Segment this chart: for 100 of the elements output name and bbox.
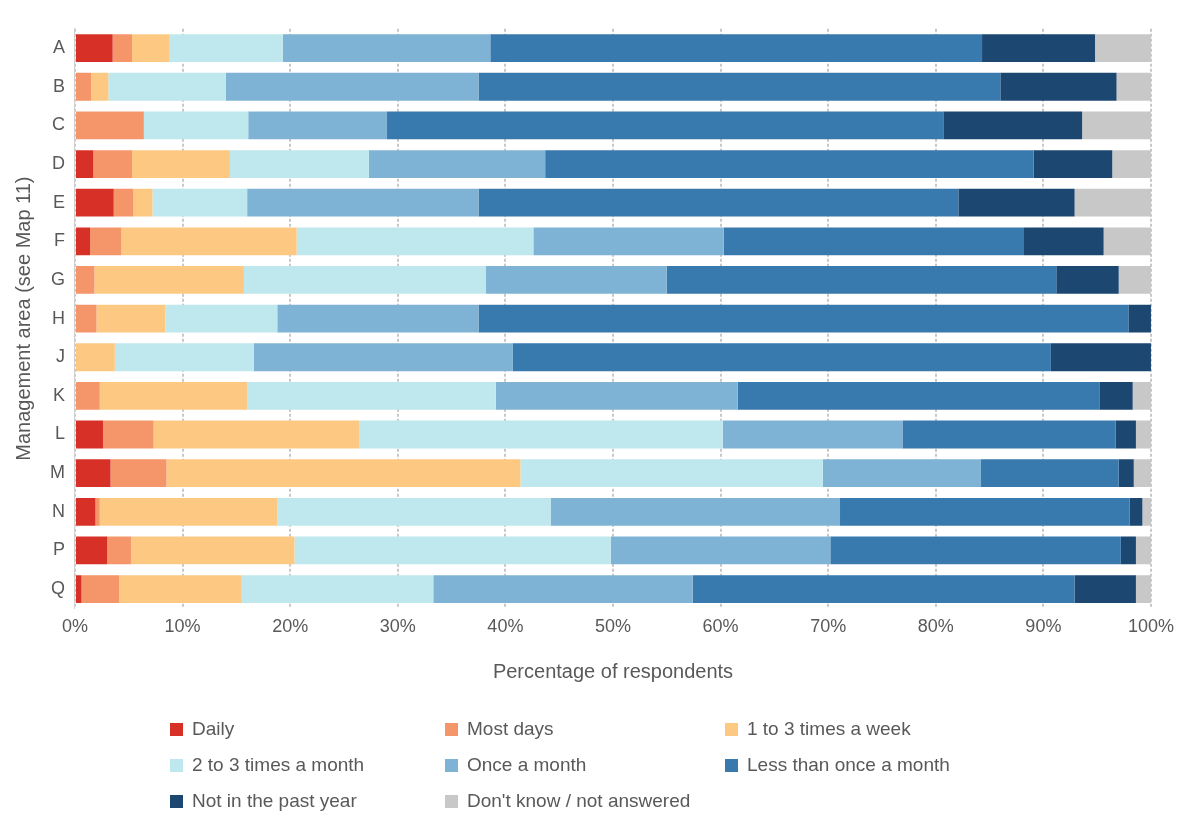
bar — [75, 575, 82, 603]
bar — [225, 72, 479, 101]
legend-label: 2 to 3 times a month — [192, 754, 365, 776]
bar — [75, 72, 92, 101]
bar — [96, 304, 166, 333]
bar — [95, 497, 100, 526]
bar — [75, 343, 115, 372]
y-tick-label: B — [52, 75, 65, 96]
bar — [840, 497, 1130, 526]
bar — [75, 188, 114, 217]
bar — [1000, 72, 1117, 101]
bar — [296, 227, 534, 256]
x-tick-label: 10% — [164, 616, 201, 637]
bar — [902, 420, 1116, 449]
bar — [75, 304, 97, 333]
y-tick-label: N — [51, 500, 65, 521]
bar — [112, 34, 133, 63]
bar — [247, 381, 496, 410]
bar — [81, 575, 120, 603]
y-tick-label: E — [52, 191, 65, 212]
bar — [1128, 304, 1151, 333]
bar — [133, 188, 153, 217]
bar — [153, 420, 360, 449]
bar — [1120, 536, 1136, 565]
y-tick-label: M — [49, 462, 65, 483]
bar — [102, 420, 154, 449]
bar — [75, 459, 111, 488]
bar — [114, 343, 254, 372]
bar — [943, 111, 1083, 140]
bar — [75, 150, 94, 178]
y-tick-label: D — [51, 153, 65, 174]
legend-label: Once a month — [467, 754, 587, 776]
bar — [545, 150, 1034, 178]
bar — [143, 111, 249, 140]
bar — [75, 227, 91, 256]
bar — [1024, 227, 1104, 256]
y-tick-label: J — [55, 346, 65, 367]
bar — [520, 459, 823, 488]
x-tick-label: 100% — [1127, 616, 1174, 637]
bar — [75, 266, 95, 294]
bar — [737, 381, 1100, 410]
bar — [512, 343, 1051, 372]
bar — [1115, 420, 1136, 449]
x-tick-label: 70% — [810, 616, 847, 637]
bar — [99, 381, 248, 410]
legend-label: Daily — [192, 718, 235, 740]
legend-label: Less than once a month — [747, 754, 950, 776]
bar — [1118, 459, 1134, 488]
x-tick-label: 0% — [61, 616, 88, 637]
bar — [107, 536, 131, 565]
bar — [387, 111, 944, 140]
x-axis-title: Percentage of respondents — [492, 659, 734, 682]
x-tick-label: 60% — [702, 616, 739, 637]
bar — [121, 227, 297, 256]
bar — [75, 420, 103, 449]
bar — [93, 150, 133, 178]
legend-label: 1 to 3 times a week — [747, 718, 911, 740]
bar — [241, 575, 434, 603]
bar — [75, 381, 100, 410]
x-tick-label: 40% — [487, 616, 524, 637]
bar — [1129, 497, 1143, 526]
bar — [166, 459, 521, 488]
bar — [91, 72, 109, 101]
y-tick-label: H — [51, 307, 65, 328]
bar — [495, 381, 738, 410]
bar — [132, 150, 230, 178]
bar — [368, 150, 546, 178]
bar — [1050, 343, 1151, 372]
bar — [130, 536, 295, 565]
bar — [247, 188, 479, 217]
bar — [1033, 150, 1113, 178]
y-tick-label: K — [52, 384, 65, 405]
y-tick-label: P — [52, 539, 65, 560]
bar — [666, 266, 1057, 294]
bar — [610, 536, 831, 565]
y-tick-label: F — [53, 230, 65, 251]
x-tick-label: 30% — [379, 616, 416, 637]
bar — [277, 304, 479, 333]
bar — [169, 34, 283, 63]
y-tick-label: Q — [50, 578, 65, 599]
x-tick-label: 20% — [272, 616, 309, 637]
bar — [99, 497, 278, 526]
x-tick-label: 90% — [1025, 616, 1062, 637]
bar — [830, 536, 1121, 565]
bar — [822, 459, 981, 488]
legend-label: Not in the past year — [192, 790, 357, 812]
bar — [248, 111, 388, 140]
bar — [294, 536, 611, 565]
legend-label: Most days — [467, 718, 554, 740]
bar — [94, 266, 244, 294]
bar — [229, 150, 369, 178]
bar — [113, 188, 134, 217]
bar — [1074, 575, 1136, 603]
y-tick-label: A — [52, 37, 65, 58]
bar — [478, 304, 1129, 333]
bar — [110, 459, 167, 488]
bar — [550, 497, 841, 526]
bar — [958, 188, 1075, 217]
y-tick-label: G — [50, 268, 65, 289]
bar — [75, 34, 113, 63]
